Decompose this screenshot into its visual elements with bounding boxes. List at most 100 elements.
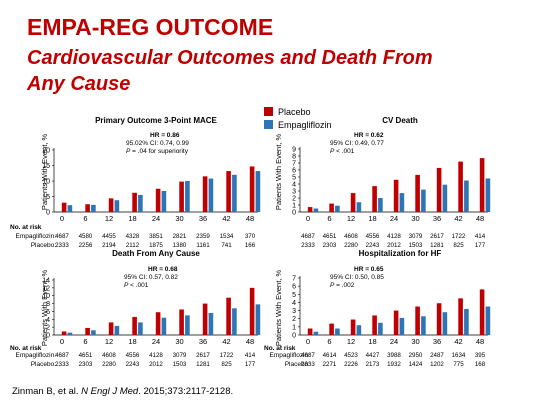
panel-1-at-risk-heading: No. at risk	[10, 224, 42, 231]
panel-3-at-risk-empa-value: 4556	[126, 352, 140, 359]
panel-2-bar-placebo	[350, 193, 356, 212]
panel-1-at-risk-empa-value: 2359	[196, 233, 210, 240]
panel-4-bar-empagliflozin	[356, 325, 362, 335]
panel-1-at-risk-empa-value: 4687	[55, 233, 69, 240]
panel-3-bar-empagliflozin	[67, 332, 73, 335]
panel-3-bar-empagliflozin	[114, 325, 120, 335]
panel-4-x-tick-label: 42	[454, 337, 462, 346]
panel-1-bar-empagliflozin	[138, 194, 143, 212]
panel-4-bar-placebo	[329, 323, 334, 335]
panel-3-ylabel: Patients With Event, %	[40, 270, 49, 347]
legend-label-empagliflozin: Empagliflozin	[278, 119, 332, 130]
panel-2-bar-placebo	[372, 186, 377, 212]
panel-4-bar-empagliflozin	[464, 308, 469, 335]
panel-3-at-risk-empa-value: 4687	[55, 352, 69, 359]
panel-4-x-tick-label: 48	[476, 337, 484, 346]
panel-2-y-tick-label: 7	[292, 161, 296, 168]
panel-3-x-tick-label: 30	[175, 337, 183, 346]
panel-1-at-risk-placebo-value: 2112	[126, 242, 140, 249]
panel-2-bar-empagliflozin	[399, 193, 405, 212]
panel-4-title: Hospitalization for HF	[359, 249, 442, 258]
panel-1-bar-placebo	[108, 198, 114, 212]
panel-2-x-tick-label: 24	[390, 214, 398, 223]
panel-4-bar-placebo	[436, 303, 442, 335]
panel-2-y-tick-label: 4	[292, 182, 296, 189]
panel-3-bar-placebo	[61, 331, 67, 335]
panel-4-at-risk-placebo-value: 1932	[387, 361, 401, 368]
panel-4-at-risk-placebo-value: 2226	[344, 361, 358, 368]
panel-3-stat-p-value: < .001	[128, 282, 148, 289]
panel-3-y-tick-label: 6	[46, 309, 50, 316]
panel-1-x-tick-label: 12	[105, 214, 113, 223]
panel-1-at-risk-placebo-value: 741	[221, 242, 232, 249]
panel-2-x-tick-label: 6	[327, 214, 331, 223]
panel-1-x-tick-label: 0	[60, 214, 64, 223]
panel-3-bar-empagliflozin	[185, 315, 190, 335]
panel-3-y-tick-label: 4	[46, 317, 50, 324]
panel-3-bar-placebo	[85, 327, 90, 335]
panel-4-bar-placebo	[307, 328, 313, 335]
panel-2-bar-empagliflozin	[378, 198, 383, 212]
panel-4-x-tick-label: 12	[347, 337, 355, 346]
panel-3-title: Death From Any Cause	[112, 249, 200, 258]
panel-2-at-risk-placebo-value: 2333	[301, 242, 315, 249]
panel-1-bar-empagliflozin	[67, 205, 73, 212]
panel-4-bar-empagliflozin	[399, 317, 405, 335]
panel-3-stat-hr: HR = 0.68	[148, 266, 178, 273]
panel-4-bar-placebo	[458, 298, 463, 335]
panel-3-at-risk-placebo-value: 2333	[55, 361, 69, 368]
legend-swatch-placebo	[264, 107, 273, 116]
panel-2-x-tick-label: 30	[411, 214, 419, 223]
panel-3-bar-placebo	[108, 322, 114, 335]
panel-2-at-risk-empa-value: 4687	[301, 233, 315, 240]
panel-2-bar-placebo	[458, 161, 463, 212]
panel-3-at-risk-empa-value: 3079	[173, 352, 187, 359]
panel-1-at-risk-placebo-value: 1161	[196, 242, 210, 249]
panel-1-stat-hr: HR = 0.86	[150, 132, 180, 139]
panel-1-bar-empagliflozin	[255, 171, 261, 212]
panel-1-at-risk-empa-value: 370	[245, 233, 256, 240]
slide-title: EMPA-REG OUTCOME	[27, 14, 274, 40]
panel-4-bar-empagliflozin	[442, 312, 448, 335]
panel-4-x-tick-label: 6	[327, 337, 331, 346]
panel-4-at-risk-placebo-value: 2271	[323, 361, 337, 368]
panel-4-at-risk-placebo-value: 1424	[409, 361, 423, 368]
panel-2-at-risk-placebo-value: 2012	[387, 242, 401, 249]
panel-4-bar-empagliflozin	[335, 328, 340, 335]
panel-4-stat-hr: HR = 0.65	[354, 266, 384, 273]
panel-4-x-tick-label: 30	[411, 337, 419, 346]
panel-1-at-risk-empa-label: Empagliflozin:	[16, 233, 57, 240]
panel-4-at-risk-empa-value: 395	[475, 352, 486, 359]
panel-4-x-tick-label: 0	[306, 337, 310, 346]
panel-1-bar-empagliflozin	[208, 178, 214, 212]
panel-4-y-tick-label: 2	[292, 316, 296, 323]
panel-4-at-risk-placebo-label: Placebo:	[285, 361, 310, 368]
panel-4-at-risk-empa-value: 4427	[366, 352, 380, 359]
panel-4-at-risk-heading: No. at risk	[264, 345, 296, 352]
panel-4-y-tick-label: 1	[292, 324, 296, 331]
panel-1-at-risk-empa-value: 4328	[126, 233, 140, 240]
panel-2-at-risk-empa-value: 3079	[409, 233, 423, 240]
panel-2-ylabel: Patients With Event, %	[274, 134, 283, 211]
panel-1-at-risk-empa-value: 4455	[102, 233, 116, 240]
panel-4-bar-placebo	[372, 315, 377, 335]
panel-1-bar-placebo	[85, 204, 90, 212]
panel-3-at-risk-placebo-value: 2243	[126, 361, 140, 368]
panel-1-y-tick-label: 15	[42, 163, 50, 170]
panel-2-y-tick-label: 3	[292, 189, 296, 196]
panel-3-x-tick-label: 42	[222, 337, 230, 346]
panel-1-at-risk-empa-value: 3851	[149, 233, 163, 240]
panel-1-at-risk-placebo-value: 2194	[102, 242, 116, 249]
panel-2-at-risk-placebo-value: 177	[475, 242, 486, 249]
panel-2-y-tick-label: 0	[292, 210, 296, 217]
panel-2-bar-empagliflozin	[356, 202, 362, 212]
panel-1-at-risk-placebo-value: 166	[245, 242, 256, 249]
panel-3-x-tick-label: 12	[105, 337, 113, 346]
panel-3-at-risk-empa-value: 1722	[220, 352, 234, 359]
panel-4-at-risk-placebo-value: 1202	[430, 361, 444, 368]
panel-2-title: CV Death	[382, 116, 418, 125]
legend-item-empagliflozin: Empagliflozin	[264, 118, 332, 131]
panel-2-at-risk-empa-value: 2617	[430, 233, 444, 240]
panel-1-stat-p-value: = .04 for superiority	[130, 148, 188, 155]
